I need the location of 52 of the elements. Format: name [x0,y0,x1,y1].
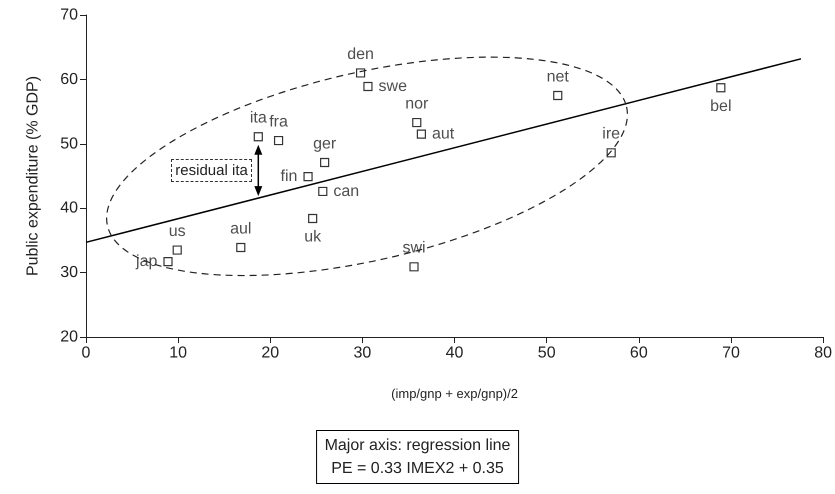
x-tick-label: 0 [82,344,91,362]
data-label: net [546,68,570,86]
x-tick-label: 30 [354,344,372,362]
point [553,90,562,100]
text: PE = 0.33 IMEX2 + 0.35 [330,459,505,479]
x-tick-label: 20 [261,344,280,362]
point [163,257,173,266]
point [172,245,182,255]
x-tick-label: 60 [630,344,648,362]
data-label: ger [313,135,337,152]
data-label: uk [304,228,322,246]
point [409,262,419,272]
point [716,83,726,92]
text: Major axis: regression line [324,436,510,456]
x-tick-label: 70 [722,344,740,362]
data-label: den [347,46,374,63]
x-axis-title: (imp/gnp + exp/gnp)/2 [391,386,518,401]
data-label: bel [710,98,732,115]
data-label: fin [280,168,298,186]
annotation: residual ita [171,158,252,182]
data-label: ita [250,110,267,127]
point [254,132,263,142]
data-label: nor [405,95,430,112]
y-tick-label: 50 [60,135,78,152]
x-tick-label: 40 [446,344,464,362]
x-tick-label: 50 [538,344,556,362]
point [274,136,284,146]
x-tick-label: 80 [814,344,832,362]
data-label: can [333,182,360,200]
y-tick-label: 60 [60,70,78,88]
point [320,158,330,168]
point [416,130,426,139]
y-tick-label: 70 [60,6,78,24]
point [303,172,313,182]
point [236,242,246,252]
y-tick-label: 40 [60,200,78,217]
data-label: aut [432,126,455,143]
y-tick-label: 20 [60,328,78,346]
data-label: jap [135,253,158,270]
x-tick-label: 10 [169,344,188,362]
data-label: swe [378,78,408,95]
y-axis-title: Public expenditure (% GDP) [24,76,42,276]
point [308,214,318,224]
data-label: swi [402,240,426,257]
data-label: aul [230,220,252,238]
point [412,118,422,128]
data-label: ire [602,126,620,143]
data-label: fra [269,113,288,130]
y-tick-label: 30 [60,264,78,282]
data-label: us [168,222,186,240]
point [363,82,373,92]
point [318,186,328,196]
